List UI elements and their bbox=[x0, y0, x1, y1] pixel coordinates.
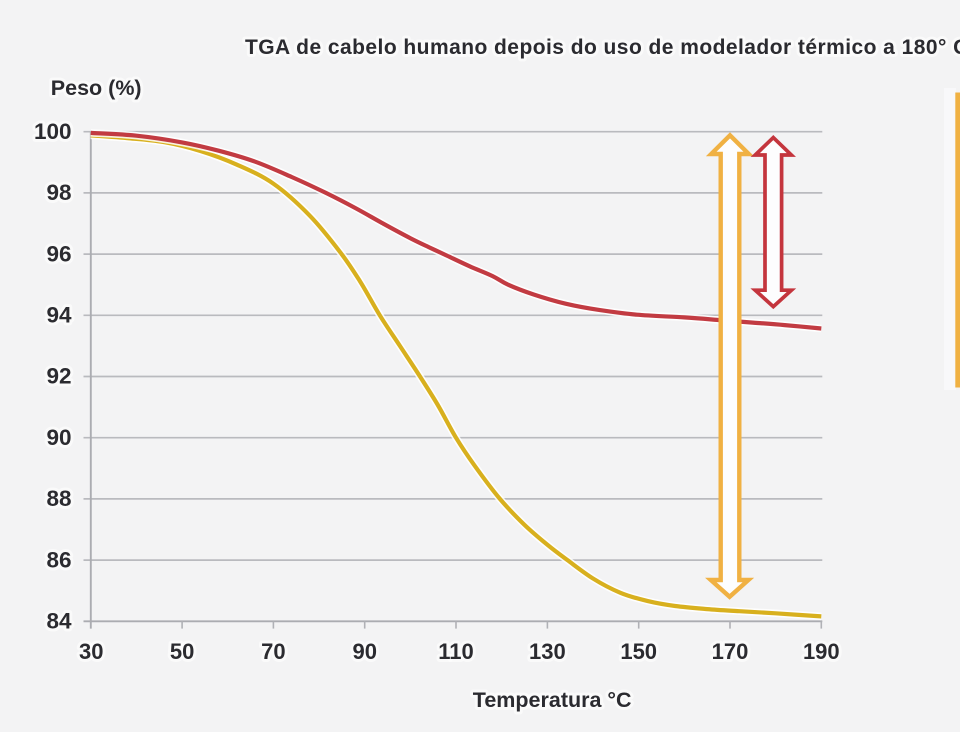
svg-text:92: 92 bbox=[46, 364, 71, 389]
svg-text:Peso (%): Peso (%) bbox=[51, 76, 142, 100]
svg-text:110: 110 bbox=[438, 639, 474, 664]
svg-text:190: 190 bbox=[803, 639, 840, 664]
svg-text:90: 90 bbox=[352, 639, 376, 664]
svg-text:100: 100 bbox=[34, 119, 72, 144]
svg-text:50: 50 bbox=[170, 639, 194, 664]
svg-text:98: 98 bbox=[46, 180, 71, 205]
svg-text:130: 130 bbox=[529, 639, 566, 664]
svg-text:150: 150 bbox=[620, 639, 657, 664]
svg-text:70: 70 bbox=[261, 639, 285, 664]
svg-text:94: 94 bbox=[46, 303, 72, 328]
svg-text:84: 84 bbox=[46, 609, 72, 634]
svg-text:170: 170 bbox=[712, 639, 749, 664]
svg-text:90: 90 bbox=[46, 425, 71, 450]
svg-text:88: 88 bbox=[46, 486, 71, 511]
svg-text:TGA de cabelo humano depois do: TGA de cabelo humano depois do uso de mo… bbox=[245, 36, 960, 59]
svg-text:Temperatura °C: Temperatura °C bbox=[473, 688, 632, 712]
svg-text:86: 86 bbox=[46, 547, 71, 572]
svg-text:30: 30 bbox=[79, 639, 103, 664]
svg-text:96: 96 bbox=[46, 241, 71, 266]
